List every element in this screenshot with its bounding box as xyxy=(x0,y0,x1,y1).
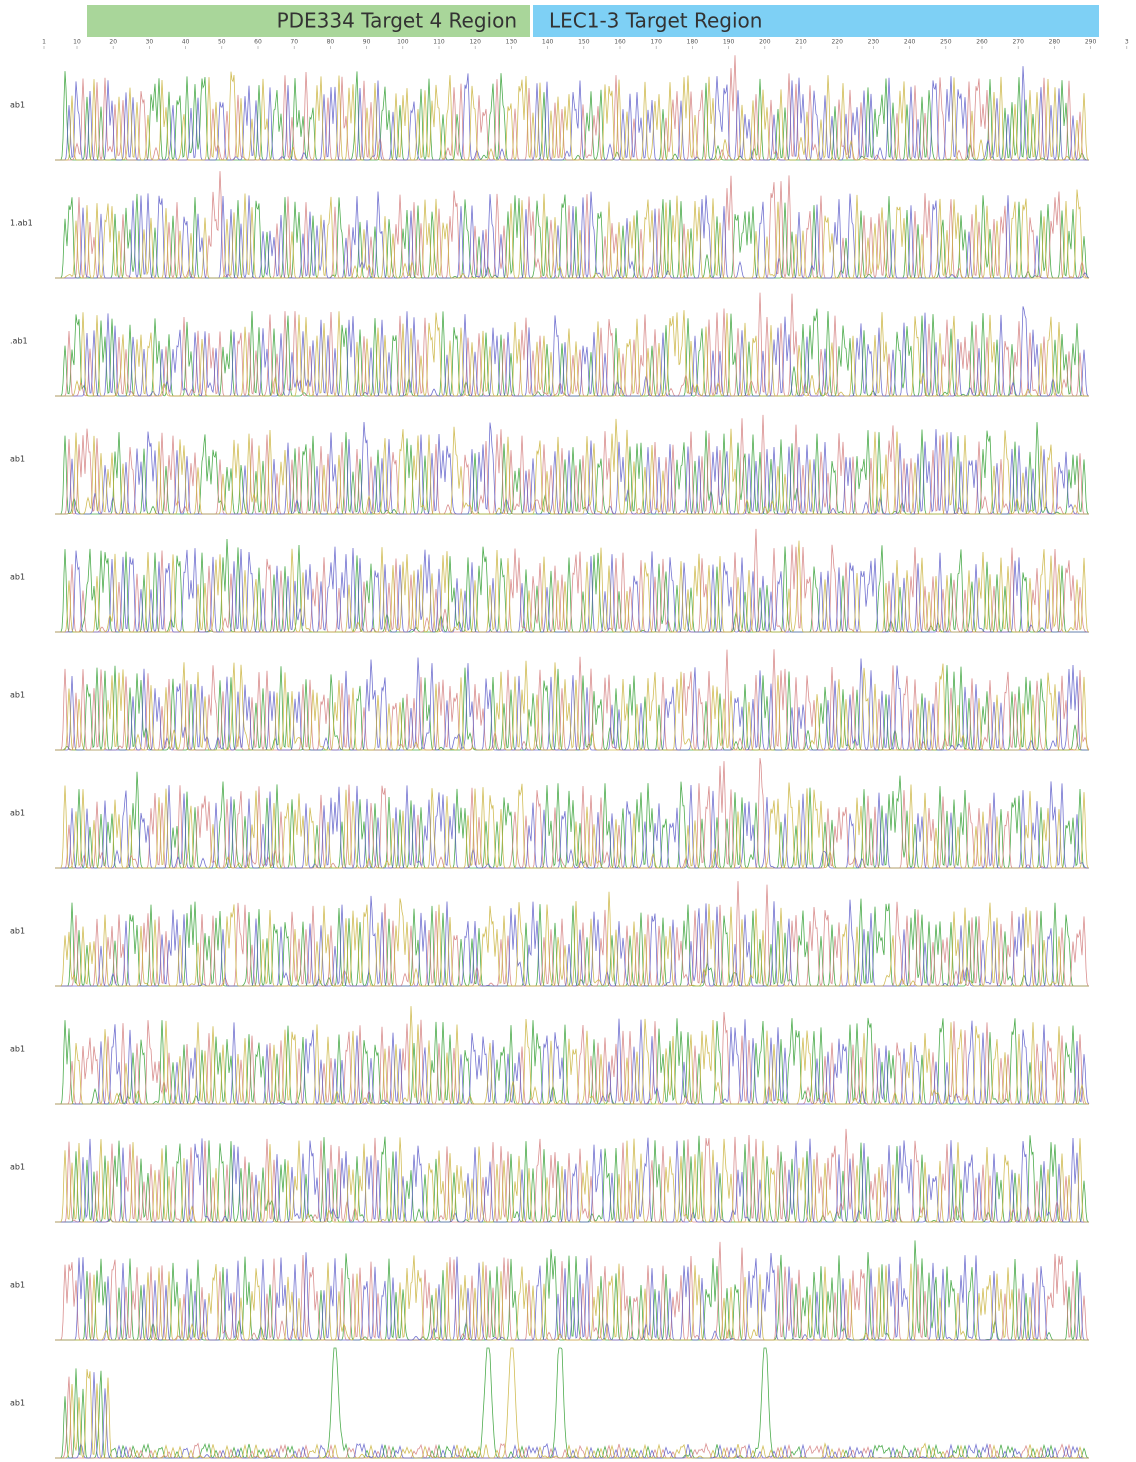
track-label: 1.ab1 xyxy=(10,219,33,228)
track-label: ab1 xyxy=(10,101,25,110)
ruler-label: 20 xyxy=(109,39,117,46)
track-label: ab1 xyxy=(10,1399,25,1408)
ruler-label: 80 xyxy=(327,39,335,46)
ruler-label: 240 xyxy=(904,39,916,46)
trace xyxy=(55,1377,1089,1458)
ruler-label: 210 xyxy=(795,39,807,46)
track-label: ab1 xyxy=(10,1163,25,1172)
ruler-label: 110 xyxy=(433,39,445,46)
track-label: ab1 xyxy=(10,1281,25,1290)
ruler-label: 290 xyxy=(1085,39,1097,46)
track-label: ab1 xyxy=(10,455,25,464)
ruler-label: 70 xyxy=(290,39,298,46)
ruler-label: 170 xyxy=(650,39,662,46)
ruler-label: 180 xyxy=(687,39,699,46)
right-region-label: LEC1-3 Target Region xyxy=(549,9,762,33)
ruler-label: 3 xyxy=(1125,39,1129,46)
track-label: .ab1 xyxy=(10,337,28,346)
track-label: ab1 xyxy=(10,1045,25,1054)
trace xyxy=(55,1252,1089,1340)
track-label: ab1 xyxy=(10,809,25,818)
track-label: ab1 xyxy=(10,691,25,700)
ruler-label: 100 xyxy=(397,39,409,46)
tracks: ab1 1.ab1 .ab1 ab1 ab1 ab1 ab1 ab1 ab1 ab1 ab1 ab1 xyxy=(10,55,1089,1458)
ruler-label: 150 xyxy=(578,39,590,46)
ruler-label: 190 xyxy=(723,39,735,46)
ruler-label: 120 xyxy=(469,39,481,46)
track-label: ab1 xyxy=(10,927,25,936)
page: PDE334 Target 4 Region LEC1-3 Target Reg… xyxy=(0,0,1136,1462)
chromatogram-view: PDE334 Target 4 Region LEC1-3 Target Reg… xyxy=(0,0,1136,1462)
trace xyxy=(55,192,1089,279)
ruler-label: 280 xyxy=(1049,39,1061,46)
trace xyxy=(55,1255,1089,1340)
ruler-label: 160 xyxy=(614,39,626,46)
ruler-label: 230 xyxy=(868,39,880,46)
ruler-label: 10 xyxy=(73,39,81,46)
ruler-label: 140 xyxy=(542,39,554,46)
track-label: ab1 xyxy=(10,573,25,582)
ruler-label: 50 xyxy=(218,39,226,46)
left-region-label: PDE334 Target 4 Region xyxy=(277,9,517,33)
ruler-label: 220 xyxy=(831,39,843,46)
trace xyxy=(55,1348,1089,1458)
ruler-label: 200 xyxy=(759,39,771,46)
ruler-label: 90 xyxy=(363,39,371,46)
ruler-label: 260 xyxy=(976,39,988,46)
trace xyxy=(55,1372,1089,1458)
ruler-label: 270 xyxy=(1012,39,1024,46)
ruler-label: 30 xyxy=(146,39,154,46)
ruler-label: 40 xyxy=(182,39,190,46)
trace xyxy=(55,899,1089,986)
ruler-label: 1 xyxy=(42,39,46,46)
ruler-label: 250 xyxy=(940,39,952,46)
trace xyxy=(55,1135,1089,1222)
ruler-label: 60 xyxy=(254,39,262,46)
trace xyxy=(55,1348,1089,1458)
ruler-label: 130 xyxy=(506,39,518,46)
